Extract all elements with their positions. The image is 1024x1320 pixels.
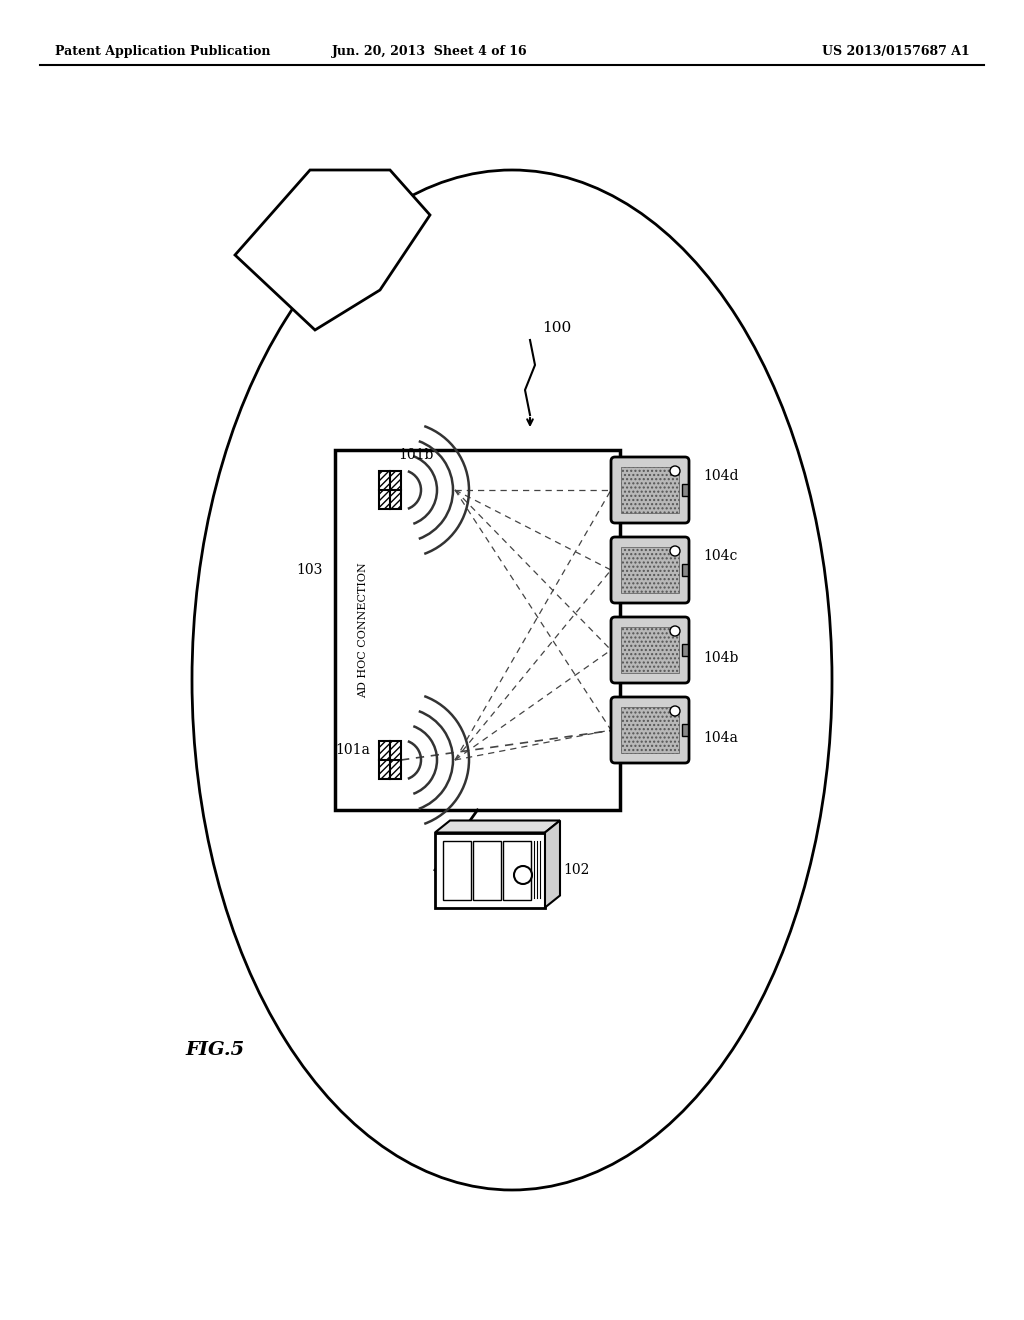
Polygon shape bbox=[545, 821, 560, 908]
Polygon shape bbox=[234, 170, 430, 330]
Bar bbox=[621, 467, 679, 513]
Circle shape bbox=[670, 546, 680, 556]
Bar bbox=[682, 723, 688, 737]
Bar bbox=[335, 450, 620, 810]
Bar bbox=[379, 741, 401, 779]
Bar bbox=[443, 841, 471, 899]
Text: US 2013/0157687 A1: US 2013/0157687 A1 bbox=[822, 45, 970, 58]
Text: 104b: 104b bbox=[703, 651, 738, 665]
Text: FIG.5: FIG.5 bbox=[185, 1041, 245, 1059]
Bar bbox=[473, 841, 501, 899]
Bar bbox=[682, 644, 688, 656]
Bar bbox=[379, 471, 401, 510]
Text: Jun. 20, 2013  Sheet 4 of 16: Jun. 20, 2013 Sheet 4 of 16 bbox=[332, 45, 527, 58]
Text: 101a: 101a bbox=[335, 743, 370, 756]
Text: 103: 103 bbox=[297, 564, 323, 577]
Bar bbox=[503, 841, 531, 899]
Bar bbox=[435, 833, 545, 908]
FancyBboxPatch shape bbox=[611, 616, 689, 682]
Text: 104a: 104a bbox=[703, 731, 738, 744]
Text: 102: 102 bbox=[563, 863, 590, 876]
Circle shape bbox=[670, 706, 680, 715]
Bar bbox=[621, 708, 679, 752]
Text: 104d: 104d bbox=[703, 469, 738, 483]
Bar bbox=[621, 546, 679, 593]
Ellipse shape bbox=[193, 170, 831, 1191]
FancyBboxPatch shape bbox=[611, 697, 689, 763]
Text: AD HOC CONNECTION: AD HOC CONNECTION bbox=[358, 562, 368, 698]
Circle shape bbox=[514, 866, 532, 884]
Text: 100: 100 bbox=[542, 321, 571, 335]
Text: Patent Application Publication: Patent Application Publication bbox=[55, 45, 270, 58]
Bar bbox=[682, 484, 688, 496]
FancyBboxPatch shape bbox=[611, 457, 689, 523]
Text: 104c: 104c bbox=[703, 549, 737, 564]
FancyBboxPatch shape bbox=[611, 537, 689, 603]
Text: 101b: 101b bbox=[398, 447, 433, 462]
Circle shape bbox=[670, 466, 680, 477]
Polygon shape bbox=[435, 821, 560, 833]
Circle shape bbox=[670, 626, 680, 636]
Bar bbox=[621, 627, 679, 673]
Bar bbox=[682, 564, 688, 576]
